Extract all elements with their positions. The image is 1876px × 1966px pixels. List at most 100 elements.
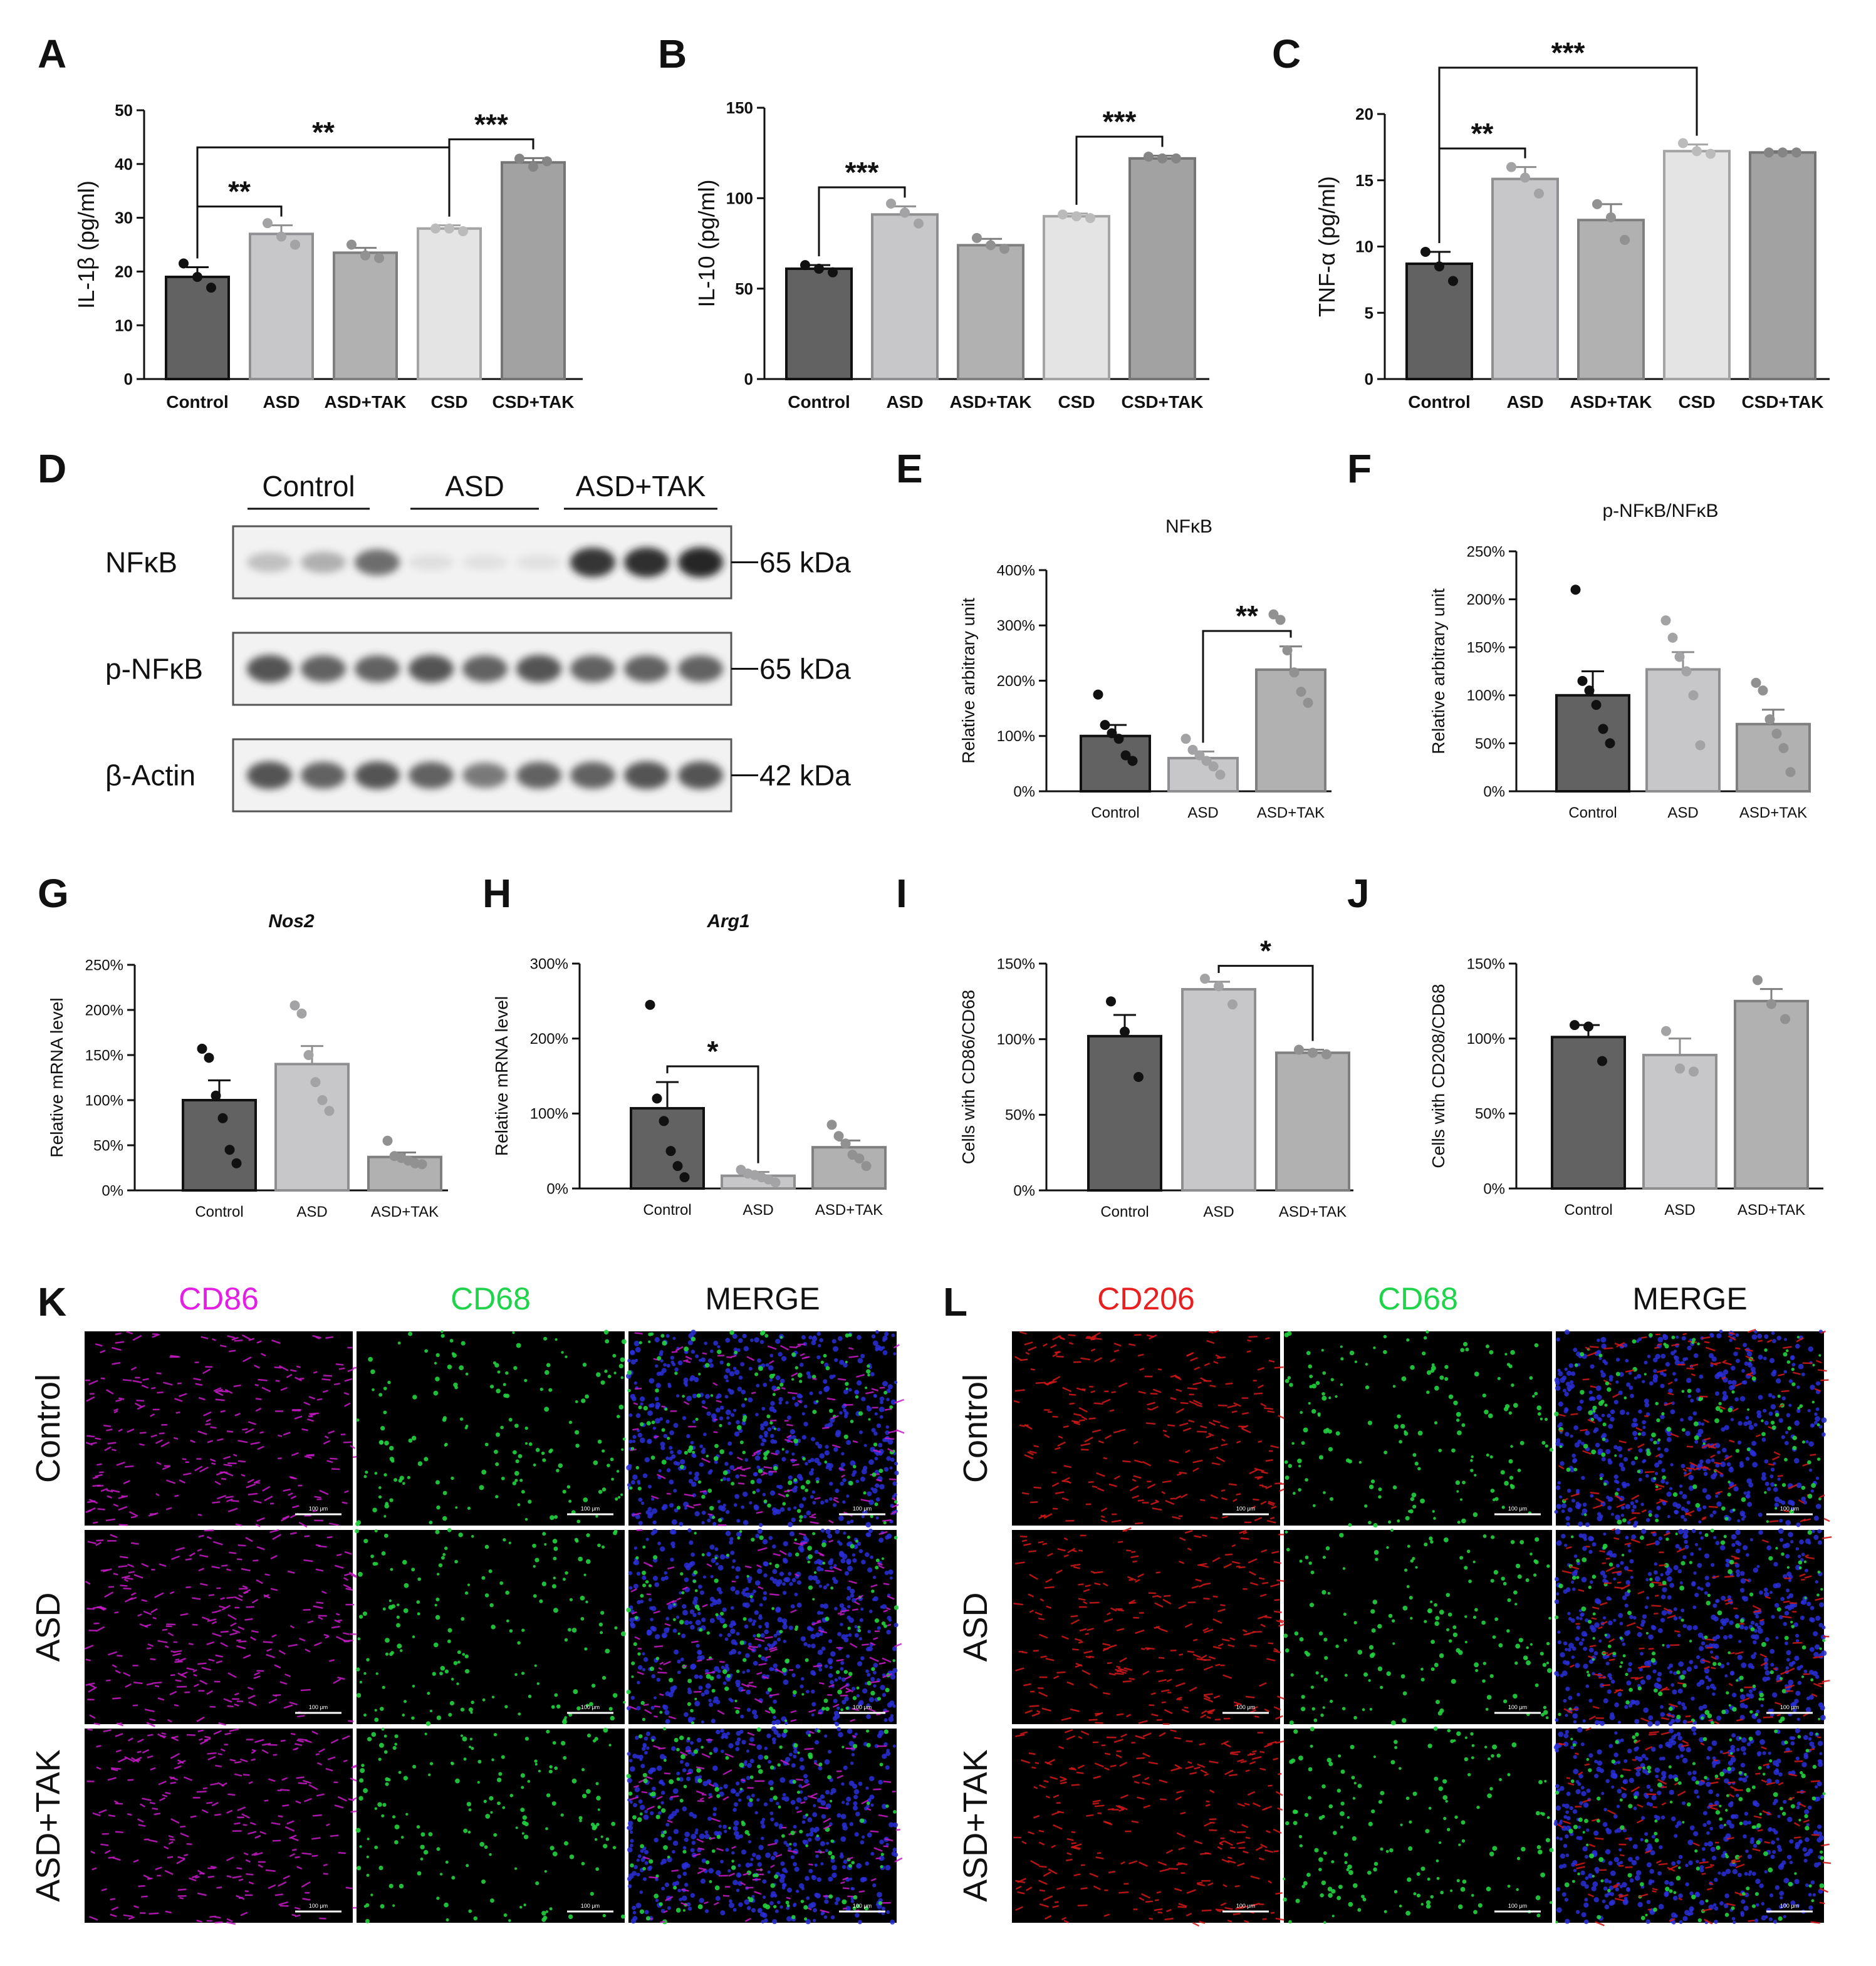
nucleus [846,1558,852,1564]
nucleus [856,1863,862,1869]
cell-signal [1019,1424,1025,1427]
nucleus [699,1833,705,1839]
cell-signal [169,1591,175,1594]
cell-signal [873,1449,881,1453]
nucleus [853,1789,860,1795]
nucleus [806,1371,811,1376]
cell-signal [774,1874,779,1879]
cell-signal [194,1465,203,1472]
nucleus [717,1564,724,1571]
nucleus [768,1536,773,1541]
nucleus [769,1378,773,1382]
cell-signal [112,1448,117,1452]
nucleus [658,1469,662,1473]
nucleus [1683,1517,1687,1522]
cell-signal [646,1421,651,1426]
cell-signal [1206,1339,1215,1344]
nucleus [842,1865,847,1870]
cell-signal [874,1618,880,1623]
cell-signal [302,1898,311,1901]
cell-signal [221,1564,228,1567]
cell-signal [825,1616,830,1621]
nucleus [629,1830,633,1834]
cell-signal [493,1833,498,1837]
nucleus [686,1776,691,1781]
panel-letter-e: E [896,446,923,491]
channel-label: CD206 [1097,1281,1195,1316]
nucleus [1622,1484,1627,1489]
cell-signal [396,1615,400,1619]
cell-signal [390,1568,393,1571]
cell-signal [440,1665,446,1671]
nucleus [772,1740,776,1745]
cell-signal [170,1736,179,1742]
cell-signal [237,1558,242,1561]
cell-signal [84,1645,94,1650]
blot-band [247,761,292,789]
nucleus [679,1760,684,1764]
nucleus [719,1633,722,1637]
cell-signal [655,1657,660,1660]
cell-signal [707,1489,712,1493]
cell-signal [177,1856,185,1860]
cell-signal [790,1609,797,1613]
cell-signal [605,1837,610,1841]
nucleus [665,1691,670,1697]
cell-signal [772,1373,776,1376]
cell-signal [1247,1339,1251,1342]
nucleus [874,1744,879,1749]
cell-signal [381,1727,385,1731]
cell-signal [1392,1485,1397,1490]
nucleus [1680,1418,1684,1422]
cell-signal [620,1493,623,1496]
cell-signal [255,1398,262,1400]
cell-signal [545,1910,548,1913]
cell-signal [576,1519,581,1524]
nucleus [1727,1380,1733,1385]
cell-signal [1189,1400,1198,1406]
panel-letter-b: B [658,31,687,76]
data-point [206,283,216,293]
nucleus [664,1882,670,1888]
cell-signal [366,1873,370,1877]
nucleus [882,1346,885,1350]
cell-signal [1227,1404,1237,1408]
cell-signal [839,1683,849,1690]
nucleus [688,1479,694,1484]
cell-signal [804,1356,810,1359]
cell-signal [828,1683,835,1688]
cell-signal [799,1380,803,1383]
nucleus [753,1589,756,1594]
cell-signal [379,1440,384,1445]
nucleus [738,1790,742,1794]
nucleus [1790,1355,1795,1361]
nucleus [847,1615,851,1620]
cell-signal [803,1905,808,1910]
cell-signal [294,1856,300,1859]
cell-signal [132,1756,142,1763]
nucleus [684,1563,690,1568]
nucleus [1585,1522,1590,1527]
cell-signal [1221,1497,1227,1501]
cell-signal [254,1739,264,1744]
cell-signal [847,1856,853,1861]
nucleus [1758,1355,1763,1360]
cell-signal [363,1475,367,1479]
data-point [1584,685,1595,696]
cell-signal [792,1690,797,1695]
cell-signal [101,1888,107,1891]
nucleus [866,1804,870,1808]
cell-signal [855,1594,863,1601]
nucleus [771,1720,776,1725]
cell-signal [156,1372,162,1375]
nucleus [689,1377,694,1381]
nucleus [1627,1521,1631,1525]
nucleus [1556,1337,1560,1342]
cell-signal [741,1683,749,1688]
nucleus [751,1908,756,1913]
y-tick-label: 100% [997,728,1035,745]
cell-signal [1315,1381,1320,1385]
cell-signal [555,1338,558,1341]
nucleus [679,1591,682,1594]
cell-signal [541,1451,545,1455]
